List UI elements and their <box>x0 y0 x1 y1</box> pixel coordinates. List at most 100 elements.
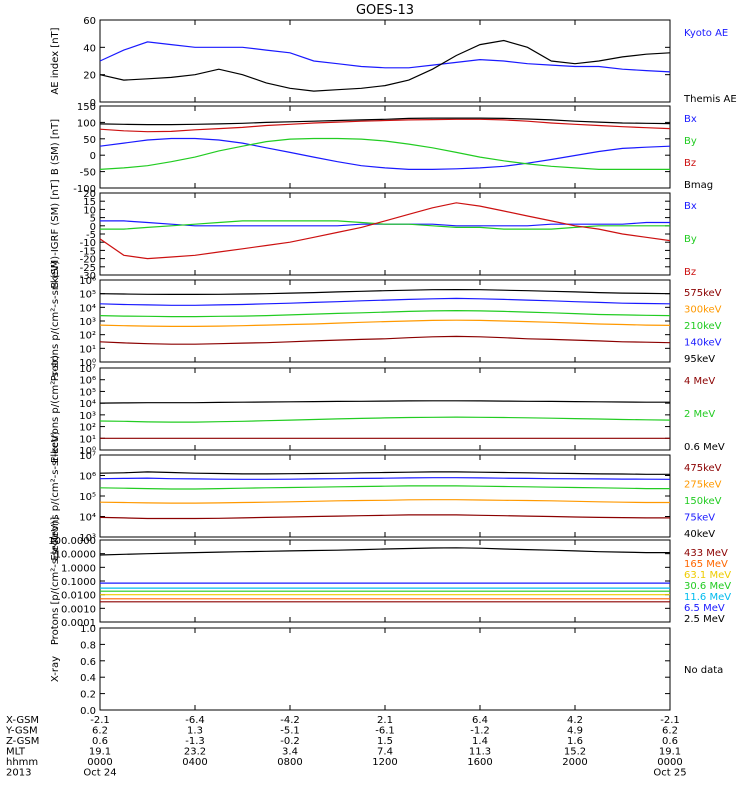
y-tick-label: 10⁴ <box>79 303 96 314</box>
x-row-value: 1.3 <box>187 726 203 737</box>
legend-label: 2.5 MeV <box>684 614 725 625</box>
legend-label: 11.6 MeV <box>684 592 731 603</box>
panel-frame <box>99 454 671 538</box>
legend-label: 63.1 MeV <box>684 570 731 581</box>
y-tick-label: -5 <box>86 230 96 241</box>
y-tick-label: -15 <box>80 246 96 257</box>
y-tick-label: -100 <box>73 184 96 195</box>
y-tick-label: 10² <box>79 423 96 434</box>
legend-label: 95keV <box>684 354 715 365</box>
x-row-value: 4.2 <box>567 715 583 726</box>
panel-frame <box>99 627 671 711</box>
y-axis-label: AE index [nT] <box>50 27 61 94</box>
x-row-value: -1.2 <box>470 726 490 737</box>
x-row-value: 0400 <box>182 757 207 768</box>
y-tick-label: 10⁴ <box>79 399 96 410</box>
y-tick-label: 10¹ <box>79 344 96 355</box>
series-line-150kev <box>99 485 670 490</box>
y-tick-label: -30 <box>80 271 96 282</box>
y-tick-label: 0.0100 <box>61 591 96 602</box>
legend-label: 150keV <box>684 496 722 507</box>
x-row-value: Oct 24 <box>83 768 116 779</box>
legend-label: 433 MeV <box>684 548 728 559</box>
series-line-140kev <box>99 297 671 306</box>
panel-3: 10⁶ 10⁵ 10⁴ 10³ 10² 10¹ 10⁰ Protons p/(cm²-s-sr… <box>50 261 722 382</box>
series-line-475kev <box>99 514 670 520</box>
x-row-value: 1600 <box>467 757 492 768</box>
legend-label: Bz <box>684 267 696 278</box>
x-row-label: Z-GSM <box>6 736 39 747</box>
x-row-value: 6.2 <box>662 726 678 737</box>
y-tick-label: 100.0000 <box>48 536 96 547</box>
x-row-value: -1.3 <box>185 736 205 747</box>
y-tick-label: 10⁷ <box>79 364 96 375</box>
series-line-bx <box>99 137 671 170</box>
x-row-label: X-GSM <box>6 715 39 726</box>
y-tick-label: -10 <box>80 238 96 249</box>
x-row-label: 2013 <box>6 768 31 779</box>
y-axis-label: B (SM)-IGRF (SM) [nT] <box>50 179 61 288</box>
legend-label: Themis AE <box>683 94 737 105</box>
legend-label: 2 MeV <box>684 409 715 420</box>
y-tick-label: 20 <box>83 189 96 200</box>
x-row-value: 2000 <box>562 757 587 768</box>
series-line-575kev <box>99 335 671 345</box>
legend-label: 30.6 MeV <box>684 581 731 592</box>
x-row-value: 3.4 <box>282 747 298 758</box>
y-tick-label: 10⁵ <box>79 290 96 301</box>
y-tick-label: 10 <box>83 205 96 216</box>
x-row-value: 1.5 <box>377 736 393 747</box>
x-row-value: 6.4 <box>472 715 488 726</box>
legend-label: 165 MeV <box>684 559 728 570</box>
y-tick-label: 1.0 <box>80 624 96 635</box>
legend-label: 475keV <box>684 463 722 474</box>
x-row-value: 0000 <box>657 757 682 768</box>
series-line-bmag <box>99 117 671 126</box>
series-line-275kev <box>99 499 670 504</box>
series-line-95kev <box>99 289 671 295</box>
series-line-75kev <box>99 477 671 480</box>
series-line-210kev <box>99 309 671 318</box>
series-line-bz <box>99 118 671 133</box>
y-tick-label: -20 <box>80 255 96 266</box>
x-row-value: 0.6 <box>662 736 678 747</box>
x-row-value: -6.4 <box>185 715 205 726</box>
x-row-value: 15.2 <box>564 747 586 758</box>
y-tick-label: 10³ <box>79 411 96 422</box>
y-tick-label: 0.0010 <box>61 604 96 615</box>
series-line-kyoto-ae <box>99 41 671 73</box>
plot-title: GOES-13 <box>356 3 414 18</box>
x-row-value: 1.4 <box>472 736 488 747</box>
x-row-value: 1.6 <box>567 736 583 747</box>
y-tick-label: 0 <box>90 98 96 109</box>
legend-label: By <box>684 234 697 245</box>
x-row-value: 2.1 <box>377 715 393 726</box>
x-row-value: 4.9 <box>567 726 583 737</box>
y-tick-label: 10⁶ <box>79 276 96 287</box>
x-row-value: -2.1 <box>90 715 110 726</box>
y-tick-label: 10⁰ <box>79 446 96 457</box>
panel-frame <box>99 105 671 189</box>
legend-label: 4 MeV <box>684 376 715 387</box>
x-row-value: 1200 <box>372 757 397 768</box>
x-row-value: 0800 <box>277 757 302 768</box>
y-tick-label: 0.8 <box>80 640 96 651</box>
y-tick-label: 0 <box>90 222 96 233</box>
no-data-note: No data <box>684 665 723 676</box>
y-tick-label: -25 <box>80 263 96 274</box>
y-axis-label: B (SM) [nT] <box>50 119 61 175</box>
x-row-value: -2.1 <box>660 715 680 726</box>
x-row-value: 7.4 <box>377 747 393 758</box>
y-tick-label: 0.4 <box>80 673 96 684</box>
y-tick-label: 10⁴ <box>79 513 96 524</box>
series-line-300kev <box>99 319 671 327</box>
series-line-by <box>100 220 670 230</box>
panel-1: 150 100 50 0 -50 -100 B (SM) [nT] Bx By Bz Bmag <box>50 102 713 195</box>
panel-7: 1.0 0.8 0.6 0.4 0.2 0.0 X-ray No data <box>50 624 723 717</box>
y-axis-label: Protons p/(cm²-s-sr-keV) <box>50 261 61 382</box>
y-tick-label: 10³ <box>79 533 96 544</box>
series-line-2-5-mev <box>99 547 670 556</box>
